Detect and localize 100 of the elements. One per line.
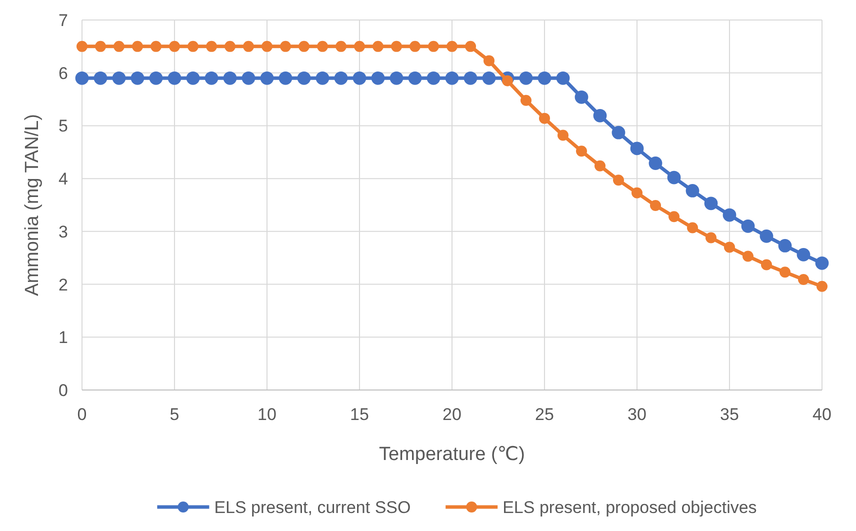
y-tick-label: 0	[58, 381, 68, 400]
point	[260, 71, 274, 85]
point	[816, 280, 828, 292]
x-axis-title: Temperature (℃)	[379, 444, 525, 465]
x-tick-label: 30	[628, 405, 646, 424]
point	[668, 211, 680, 222]
point	[722, 208, 736, 222]
y-tick-label: 4	[58, 170, 68, 189]
y-tick-label: 7	[58, 11, 68, 30]
point	[168, 71, 182, 85]
point	[593, 108, 607, 122]
point	[613, 174, 624, 186]
point	[391, 40, 402, 52]
y-tick-label: 2	[58, 275, 68, 294]
point	[687, 222, 698, 234]
point	[95, 40, 106, 52]
point	[132, 40, 143, 52]
x-tick-label: 40	[812, 405, 832, 424]
point	[169, 40, 180, 52]
point	[76, 40, 88, 52]
point	[112, 71, 126, 85]
point	[558, 130, 568, 141]
point	[798, 274, 809, 286]
x-tick-label: 35	[720, 405, 739, 424]
point	[519, 71, 533, 85]
point	[612, 126, 626, 140]
point	[206, 40, 217, 52]
point	[574, 90, 588, 104]
x-tick-label: 15	[350, 405, 369, 424]
point	[428, 40, 439, 52]
point	[298, 40, 310, 52]
point	[188, 40, 198, 52]
x-tick-label: 0	[77, 405, 87, 424]
point	[760, 229, 774, 243]
x-tick-label: 5	[170, 405, 180, 424]
point	[761, 259, 772, 270]
point	[224, 40, 236, 52]
point	[243, 40, 254, 52]
point	[650, 200, 661, 212]
point	[445, 71, 459, 85]
point	[556, 71, 570, 85]
legend-label: ELS present, proposed objectives	[502, 498, 757, 517]
point	[426, 71, 440, 85]
point	[114, 40, 124, 52]
point	[317, 40, 328, 52]
point	[464, 71, 478, 85]
point	[130, 71, 144, 85]
y-tick-label: 6	[58, 64, 68, 83]
point	[796, 248, 810, 262]
point	[390, 71, 404, 85]
point	[186, 71, 200, 85]
point	[242, 71, 256, 85]
point	[667, 170, 681, 184]
point	[741, 219, 755, 233]
point	[94, 71, 108, 85]
point	[204, 71, 218, 85]
point	[520, 94, 532, 106]
point	[538, 71, 552, 85]
point	[278, 71, 292, 85]
point	[780, 266, 790, 278]
point	[223, 71, 237, 85]
point	[704, 196, 718, 210]
point	[465, 40, 476, 52]
point	[632, 187, 642, 198]
point	[648, 156, 662, 170]
point	[352, 71, 366, 85]
point	[297, 71, 311, 85]
point	[502, 75, 513, 86]
point	[539, 112, 550, 124]
point	[372, 40, 384, 52]
x-tick-label: 20	[442, 405, 462, 424]
point	[316, 71, 330, 85]
point	[484, 55, 494, 66]
point	[630, 142, 644, 156]
point	[778, 239, 792, 252]
point	[149, 71, 163, 85]
point	[482, 71, 496, 85]
point	[594, 160, 606, 172]
point	[446, 40, 458, 52]
point	[815, 256, 829, 270]
point	[262, 40, 272, 52]
point	[371, 71, 385, 85]
point	[354, 40, 365, 52]
point	[410, 40, 420, 52]
x-tick-label: 25	[535, 405, 554, 424]
point	[408, 71, 422, 85]
legend-label: ELS present, current SSO	[214, 498, 411, 517]
point	[686, 184, 700, 198]
point	[576, 146, 587, 157]
point	[75, 71, 89, 85]
y-axis-title: Ammonia (mg TAN/L)	[22, 114, 43, 296]
point	[336, 40, 346, 52]
point	[742, 250, 754, 262]
y-tick-label: 3	[58, 222, 68, 242]
point	[280, 40, 291, 52]
x-tick-label: 10	[258, 405, 276, 424]
point	[706, 232, 716, 244]
y-tick-label: 5	[58, 116, 68, 136]
point	[724, 242, 735, 253]
point	[150, 40, 162, 52]
